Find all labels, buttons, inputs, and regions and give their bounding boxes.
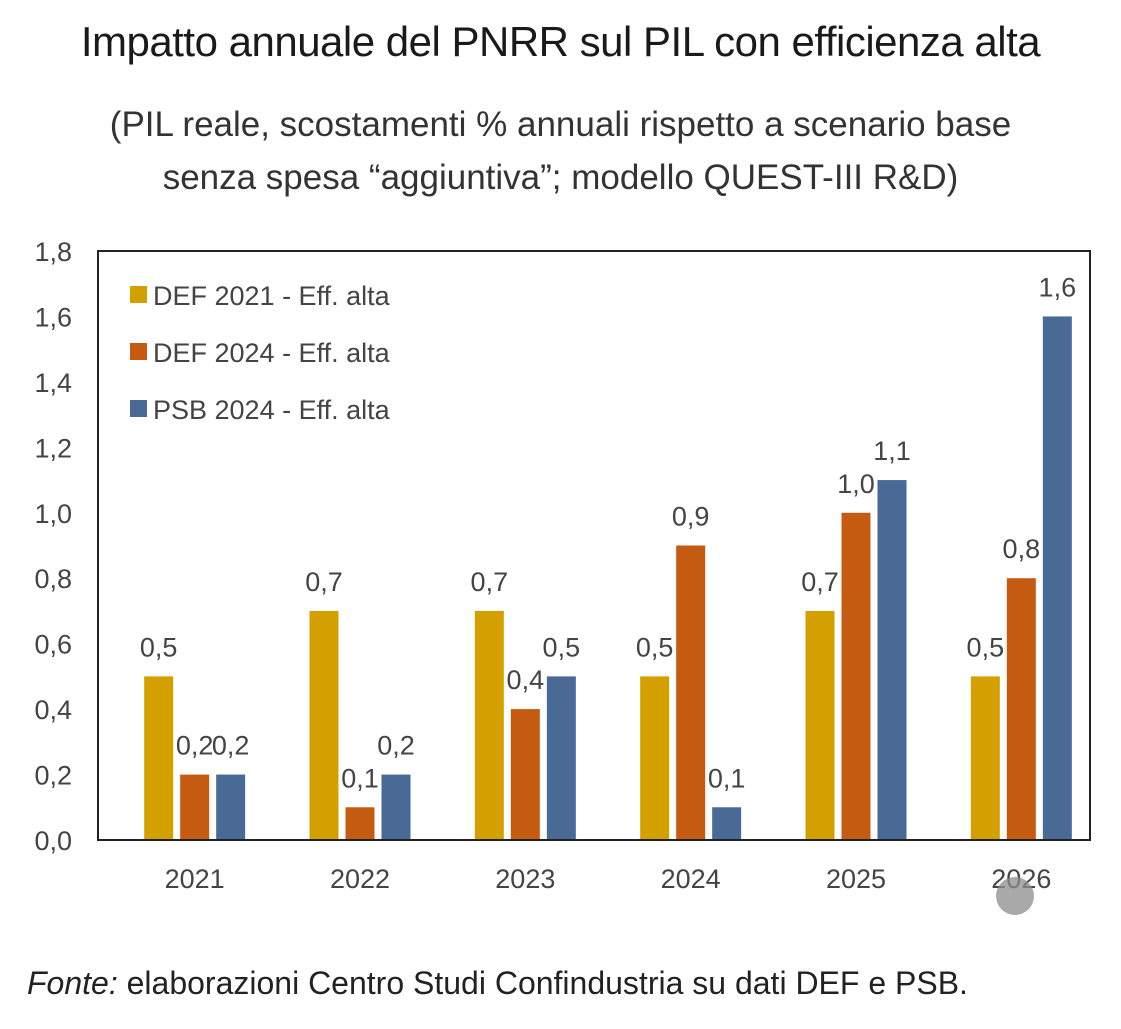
data-labels: 0,50,20,20,70,10,20,70,40,5 0,50,90,10,71… xyxy=(140,272,1076,793)
data-label: 0,8 xyxy=(1003,534,1041,564)
bar xyxy=(676,545,706,840)
data-label: 0,2 xyxy=(377,731,415,761)
bar xyxy=(712,807,742,840)
y-tick-label: 1,4 xyxy=(34,368,72,398)
data-label: 0,9 xyxy=(672,502,710,532)
y-tick-label: 0,4 xyxy=(34,695,72,725)
bar xyxy=(970,676,1000,840)
y-axis: 0,0 0,2 0,4 0,6 0,8 1,0 1,2 1,4 1,6 1,8 xyxy=(34,237,72,856)
bar xyxy=(805,610,835,840)
legend-label: DEF 2021 - Eff. alta xyxy=(153,281,391,311)
data-label: 0,7 xyxy=(305,567,343,597)
y-tick-label: 0,2 xyxy=(34,761,72,791)
data-label: 0,2 xyxy=(176,731,214,761)
x-tick-label: 2025 xyxy=(826,864,886,894)
data-label: 0,5 xyxy=(543,632,581,662)
data-label: 1,0 xyxy=(837,469,875,499)
chart-subtitle: (PIL reale, scostamenti % annuali rispet… xyxy=(0,98,1121,204)
legend-label: DEF 2024 - Eff. alta xyxy=(153,338,391,368)
bar-chart: 0,00,20,40,60,81,01,21,41,61,8 0,50,20,2… xyxy=(34,237,1091,894)
bars xyxy=(144,316,1072,840)
data-label: 0,5 xyxy=(636,632,674,662)
plot-frame xyxy=(97,250,1091,841)
bar xyxy=(216,774,246,840)
data-label: 1,1 xyxy=(873,436,911,466)
data-label: 0,1 xyxy=(708,763,746,793)
subtitle-line-2: senza spesa “aggiuntiva”; modello QUEST-… xyxy=(162,158,959,197)
legend-label: PSB 2024 - Eff. alta xyxy=(153,395,391,425)
bar xyxy=(144,676,174,840)
data-label: 0,1 xyxy=(341,763,379,793)
bar xyxy=(640,676,670,840)
legend-swatch xyxy=(130,286,147,303)
legend-swatch xyxy=(130,343,147,360)
data-label: 0,7 xyxy=(801,567,839,597)
data-label: 0,5 xyxy=(140,632,178,662)
bar xyxy=(381,774,411,840)
y-tick-label: 0,6 xyxy=(34,630,72,660)
cursor-indicator xyxy=(996,877,1034,915)
y-tick-label: 0,0 xyxy=(34,826,72,856)
bar xyxy=(841,512,871,840)
source-text: elaborazioni Centro Studi Confindustria … xyxy=(117,965,968,1001)
y-tick-label: 1,0 xyxy=(34,499,72,529)
x-tick-label: 2024 xyxy=(661,864,721,894)
bar xyxy=(510,709,540,840)
data-label: 1,6 xyxy=(1039,272,1077,302)
bar xyxy=(180,774,210,840)
bar xyxy=(1042,316,1072,840)
y-tick-label: 1,2 xyxy=(34,433,72,463)
bar xyxy=(474,610,504,840)
bar xyxy=(877,480,907,840)
bar xyxy=(546,676,576,840)
chart-title: Impatto annuale del PNRR sul PIL con eff… xyxy=(80,18,1041,65)
bar xyxy=(309,610,339,840)
data-label: 0,7 xyxy=(471,567,509,597)
data-label: 0,5 xyxy=(967,632,1005,662)
y-tick-label: 1,6 xyxy=(34,302,72,332)
x-tick-label: 2022 xyxy=(330,864,390,894)
source-label: Fonte: xyxy=(27,965,118,1001)
data-label: 0,2 xyxy=(212,731,250,761)
subtitle-line-1: (PIL reale, scostamenti % annuali rispet… xyxy=(109,105,1012,144)
source-note: Fonte: elaborazioni Centro Studi Confind… xyxy=(27,965,968,1002)
bar xyxy=(1006,578,1036,840)
x-tick-label: 2023 xyxy=(495,864,555,894)
legend: DEF 2021 - Eff. alta DEF 2024 - Eff. alta… xyxy=(130,281,391,425)
y-tick-label: 0,8 xyxy=(34,564,72,594)
bar xyxy=(345,807,375,840)
x-axis: 202120222023202420252026 xyxy=(165,864,1052,894)
data-label: 0,4 xyxy=(507,665,545,695)
y-tick-label: 1,8 xyxy=(34,237,72,267)
x-tick-label: 2021 xyxy=(165,864,225,894)
legend-swatch xyxy=(130,400,147,417)
